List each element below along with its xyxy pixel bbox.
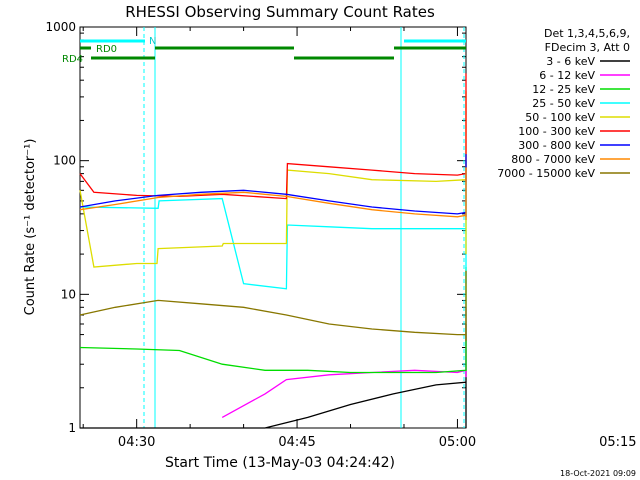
legend-label-4: 50 - 100 keV xyxy=(525,111,595,124)
legend-label-3: 25 - 50 keV xyxy=(532,97,595,110)
legend-label-5: 100 - 300 keV xyxy=(518,125,595,138)
legend-label-0: 3 - 6 keV xyxy=(546,55,595,68)
series-line-4 xyxy=(79,91,467,268)
legend-header-1: Det 1,3,4,5,6,9, xyxy=(544,27,630,40)
series-line-1 xyxy=(221,307,467,418)
series-line-8 xyxy=(79,270,467,341)
x-tick-label: 04:30 xyxy=(118,435,155,450)
chart-title: RHESSI Observing Summary Count Rates xyxy=(125,3,435,21)
legend: Det 1,3,4,5,6,9, FDecim 3, Att 0 3 - 6 k… xyxy=(497,27,630,180)
legend-label-2: 12 - 25 keV xyxy=(532,83,595,96)
series-line-2 xyxy=(79,267,467,374)
series-line-5 xyxy=(79,73,467,200)
footer-date: 18-Oct-2021 09:09 xyxy=(560,469,636,478)
y-axis-label: Count Rate (s⁻¹ detector⁻¹) xyxy=(23,139,38,316)
legend-header-2: FDecim 3, Att 0 xyxy=(545,41,630,54)
series-line-3 xyxy=(79,160,467,290)
attenuator-markers: RD0 N RD4 xyxy=(62,27,466,428)
y-tick-label: 10 xyxy=(61,287,76,301)
rd4-label: RD4 xyxy=(62,54,83,65)
legend-label-6: 300 - 800 keV xyxy=(518,139,595,152)
y-tick-label: 1 xyxy=(68,421,76,435)
n-label: N xyxy=(149,36,156,47)
plot-frame xyxy=(79,26,467,429)
legend-label-7: 800 - 7000 keV xyxy=(511,153,595,166)
x-axis-label: Start Time (13-May-03 04:24:42) xyxy=(165,455,395,471)
x-tick-label: 04:45 xyxy=(278,435,315,450)
series-line-7 xyxy=(79,167,467,220)
rd0-label: RD0 xyxy=(96,44,117,55)
series-group xyxy=(79,73,467,429)
x-tick-label: 05:15 xyxy=(599,435,636,450)
x-tick-label: 05:00 xyxy=(439,435,476,450)
legend-label-8: 7000 - 15000 keV xyxy=(497,167,595,180)
series-line-0 xyxy=(80,324,467,429)
y-tick-label: 1000 xyxy=(45,20,76,34)
legend-label-1: 6 - 12 keV xyxy=(539,69,595,82)
y-tick-label: 100 xyxy=(53,154,76,168)
